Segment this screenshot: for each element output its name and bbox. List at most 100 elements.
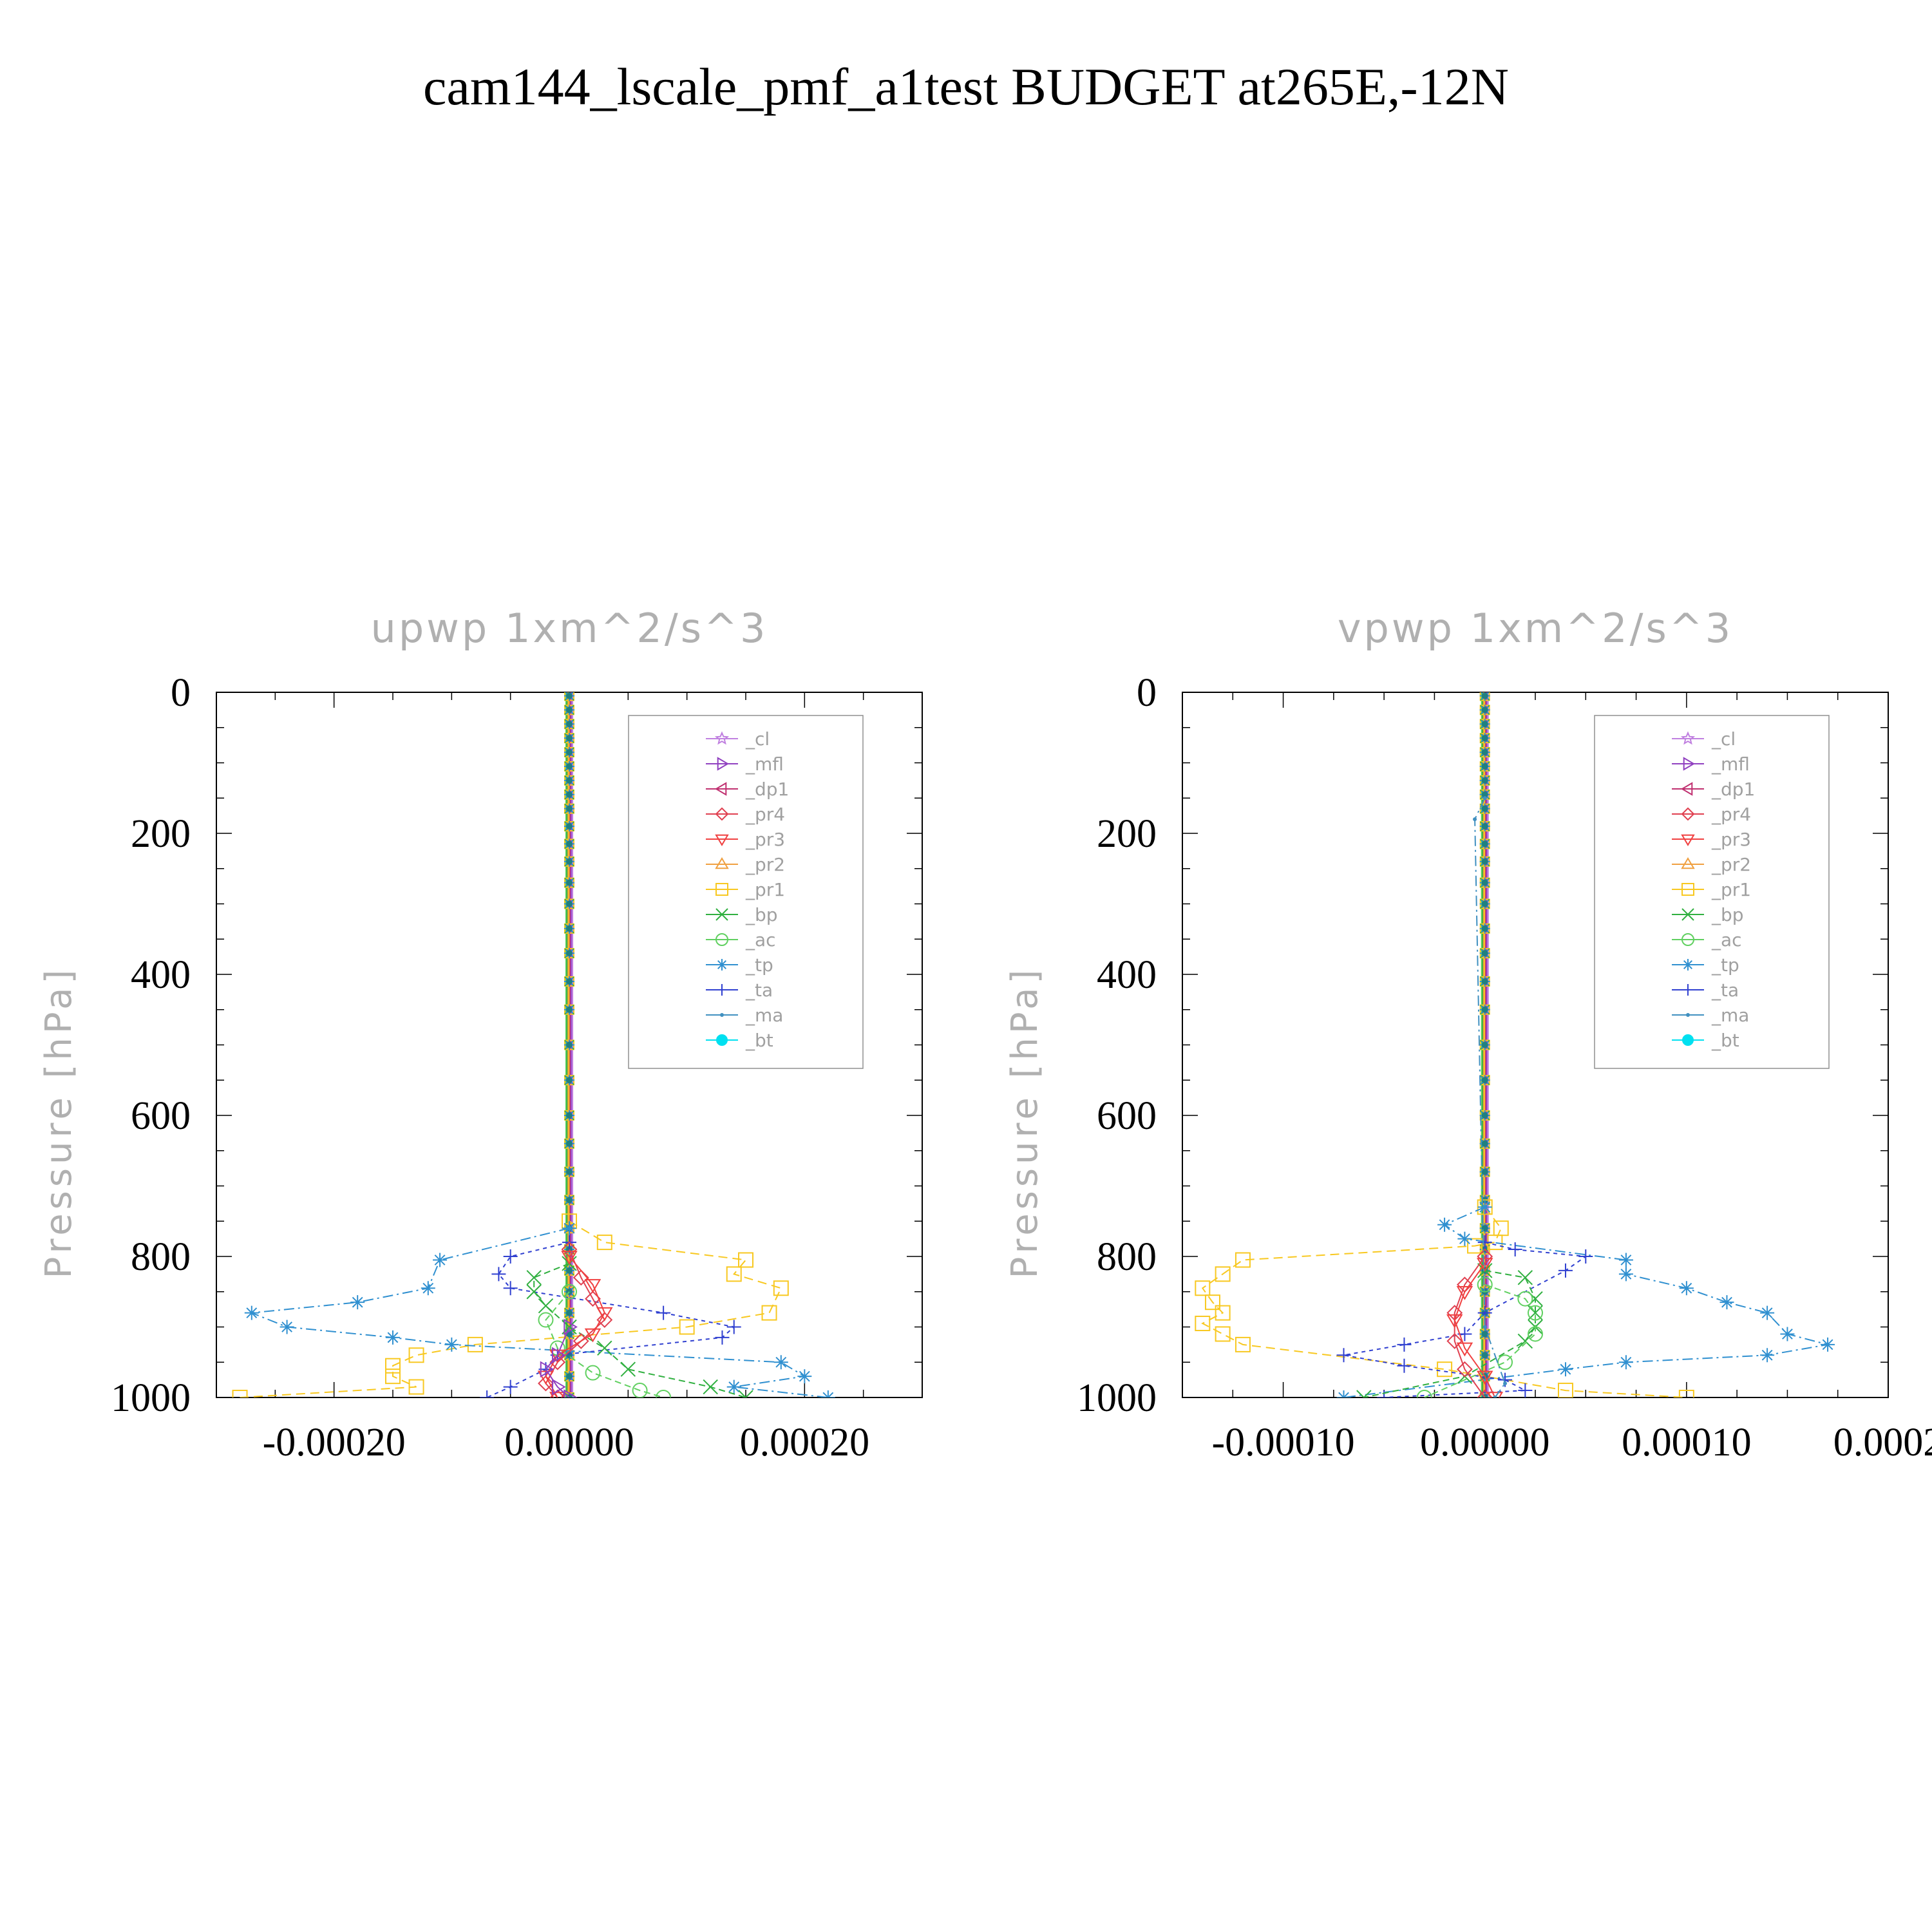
data-point_tp — [350, 1295, 365, 1310]
data-point_pr3 — [549, 1392, 566, 1397]
baseline-marker — [566, 858, 573, 865]
data-point_pr3 — [561, 1251, 578, 1265]
data-point_tp — [773, 1355, 788, 1370]
baseline-marker — [566, 1006, 573, 1013]
legend-marker — [715, 834, 729, 846]
data-point_mfl — [552, 1378, 566, 1396]
data-point_pr1 — [408, 1379, 424, 1395]
data-point_pr1 — [1195, 1280, 1211, 1296]
data-point_tp — [1760, 1348, 1775, 1363]
data-point_pr1 — [1557, 1383, 1573, 1397]
series-line_pr1 — [1201, 1206, 1687, 1397]
data-point_tp — [1336, 1390, 1351, 1397]
data-point_pr1 — [773, 1280, 789, 1296]
baseline-marker — [1481, 978, 1488, 985]
baseline-marker — [566, 1041, 573, 1048]
legend-label: _pr4 — [745, 804, 785, 825]
data-point_tp — [279, 1320, 294, 1334]
baseline-marker — [566, 840, 573, 848]
data-point_pr3 — [549, 1349, 566, 1364]
legend-marker — [1686, 1013, 1690, 1017]
data-point_pr1 — [1493, 1220, 1509, 1236]
data-point_tp — [444, 1337, 459, 1352]
x-tick-label: 0.00000 — [1420, 1421, 1550, 1464]
series-line_ta — [486, 1242, 735, 1397]
data-point_pr4 — [1477, 1248, 1493, 1265]
data-point_tp — [726, 1379, 741, 1394]
legend-label: _pr1 — [1711, 879, 1751, 900]
data-point_pr1 — [1215, 1305, 1231, 1321]
legend-marker — [716, 1034, 728, 1046]
legend-marker — [1682, 959, 1694, 971]
data-point_pr3 — [584, 1279, 601, 1293]
data-point_tp — [1821, 1337, 1835, 1352]
data-point_ta — [1508, 1242, 1522, 1257]
baseline-marker — [566, 925, 573, 932]
data-point_tp — [1477, 1200, 1492, 1215]
data-point_bp — [703, 1379, 718, 1395]
data-point_bp — [738, 1390, 753, 1397]
baseline-marker — [566, 1267, 573, 1274]
x-tick-label: -0.00020 — [263, 1421, 406, 1464]
data-point_tp — [1719, 1295, 1734, 1310]
baseline-marker — [566, 735, 573, 742]
legend-marker — [720, 1013, 724, 1017]
data-point_pr1 — [408, 1347, 424, 1363]
legend-label: _pr1 — [745, 879, 785, 900]
data-point_ac — [1528, 1326, 1543, 1342]
legend-label: _ac — [1711, 929, 1742, 951]
legend-label: _mfl — [745, 753, 784, 775]
data-point_ta — [503, 1281, 518, 1296]
data-point_tp — [421, 1281, 435, 1296]
legend-marker — [715, 782, 727, 796]
series-line_ma — [1474, 797, 1506, 1397]
x-tick-label: -0.00010 — [1211, 1421, 1354, 1464]
baseline-marker — [566, 762, 573, 770]
data-point_pr1 — [1195, 1316, 1211, 1332]
data-point_bp — [1517, 1333, 1533, 1349]
baseline-marker — [566, 900, 573, 907]
baseline-marker — [1481, 1041, 1488, 1048]
baseline-marker — [1481, 950, 1488, 957]
legend-marker — [1681, 834, 1695, 846]
data-point_ma — [1482, 1325, 1487, 1329]
legend-label: _bp — [1711, 904, 1744, 925]
data-point_ta — [1518, 1383, 1533, 1397]
y-axis-label: Pressure [hPa] — [1004, 966, 1046, 1279]
data-point_bp — [526, 1284, 542, 1300]
baseline-marker — [566, 1373, 573, 1380]
series-line_ac — [545, 1291, 664, 1397]
baseline-marker — [1481, 1077, 1488, 1084]
y-tick-label: 200 — [131, 812, 191, 856]
series-line_bp — [1363, 1269, 1536, 1397]
legend-marker — [1681, 807, 1695, 821]
y-tick-label: 1000 — [111, 1376, 191, 1420]
baseline-marker — [1481, 1352, 1488, 1359]
legend-marker — [717, 757, 729, 771]
data-point_pr1 — [385, 1358, 401, 1374]
data-point_mfl — [552, 1347, 566, 1364]
legend-marker — [1682, 1034, 1694, 1046]
legend-marker — [1682, 984, 1694, 996]
baseline-marker — [1481, 777, 1488, 784]
baseline-marker — [1481, 805, 1488, 812]
baseline-marker — [566, 1197, 573, 1204]
data-point_tp — [1618, 1267, 1633, 1282]
data-point_ac — [585, 1365, 601, 1381]
data-point_pr1 — [467, 1336, 483, 1352]
y-tick-label: 600 — [131, 1094, 191, 1138]
data-point_ac — [562, 1283, 577, 1300]
data-point_pr1 — [1235, 1252, 1251, 1268]
series-line_tp — [1343, 1206, 1828, 1397]
data-point_ac — [1497, 1354, 1513, 1370]
data-point_tp — [1760, 1305, 1775, 1320]
legend-marker — [1681, 883, 1694, 896]
baseline-marker — [1481, 900, 1488, 907]
data-point_bp — [620, 1361, 636, 1377]
baseline-marker — [1481, 721, 1488, 728]
data-point_pr1 — [1678, 1390, 1694, 1397]
data-point_pr1 — [596, 1235, 612, 1251]
y-tick-label: 200 — [1097, 812, 1157, 856]
legend-label: _tp — [745, 954, 773, 976]
panel-title: upwp 1xm^2/s^3 — [371, 605, 768, 652]
